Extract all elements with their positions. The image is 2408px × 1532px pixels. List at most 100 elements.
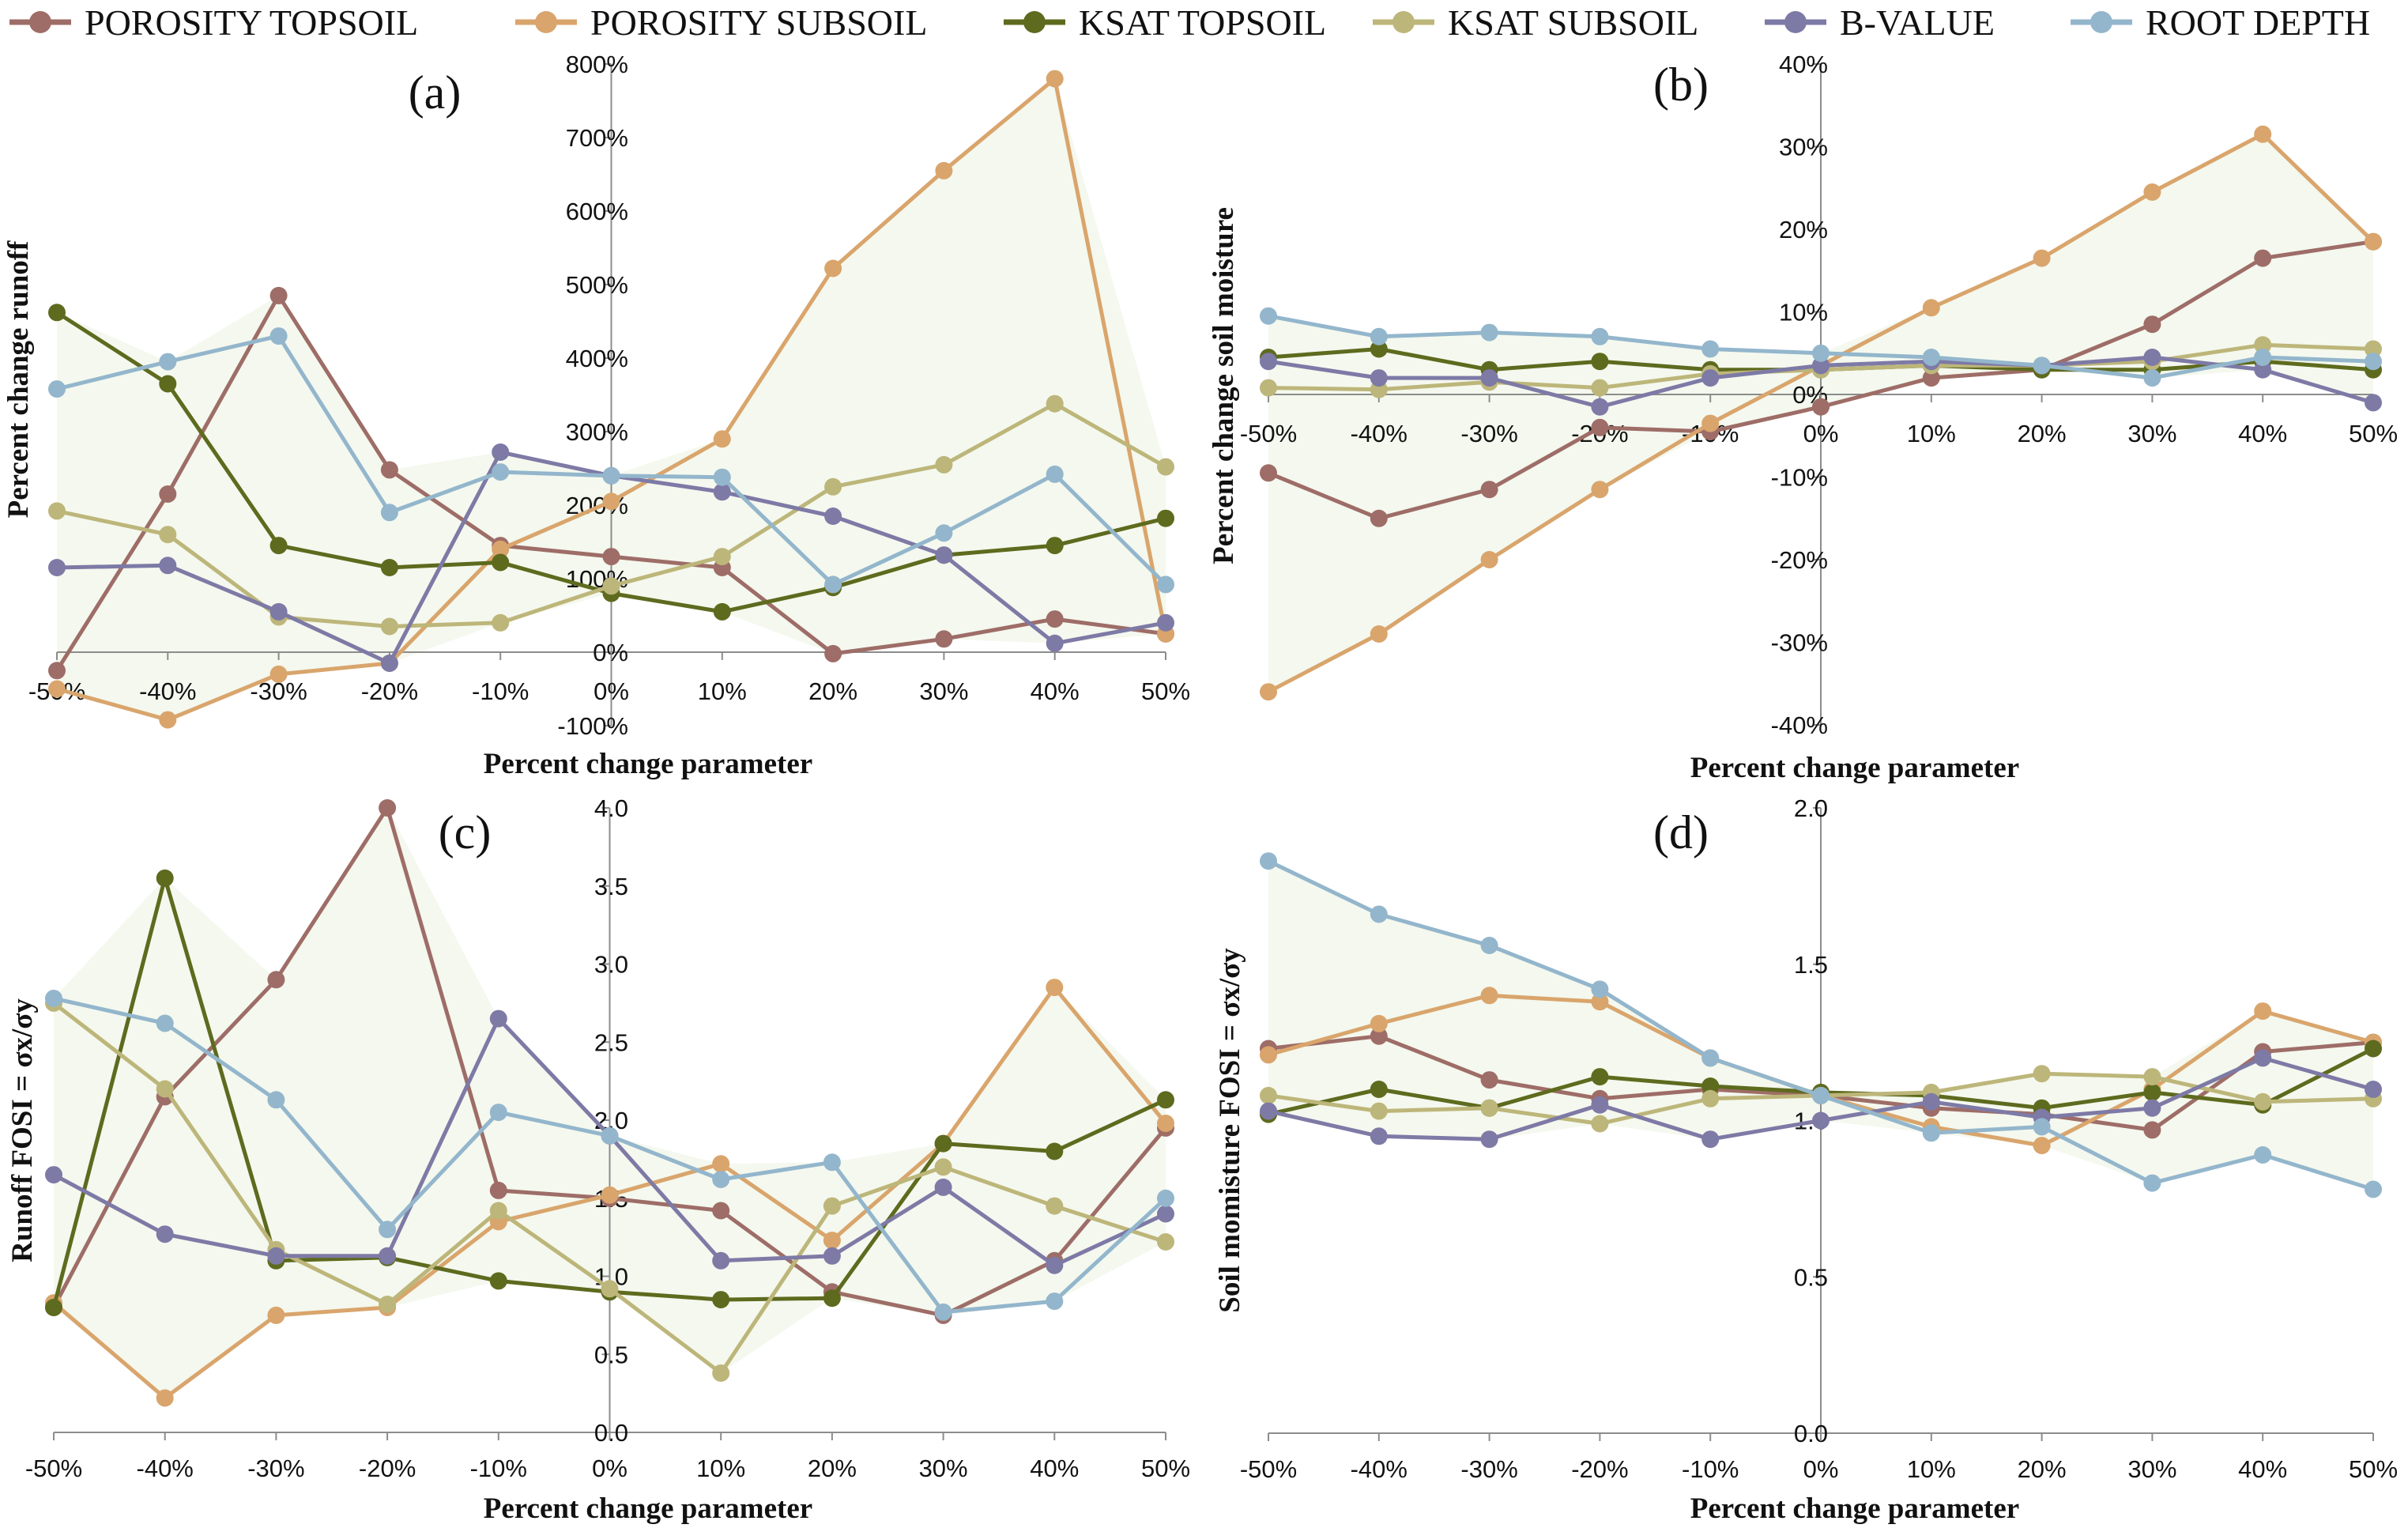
data-point [1701,1077,1720,1095]
data-point [1480,551,1498,568]
data-point [1370,1014,1388,1032]
data-point [1260,1046,1277,1064]
x-tick-label: 10% [698,677,747,705]
data-point [823,1153,841,1172]
data-point [1046,1197,1064,1215]
data-point [2143,1083,2161,1101]
data-point [159,375,177,393]
y-axis-label: Percent change runoff [2,240,35,518]
data-point [48,662,66,680]
data-point [489,1272,507,1290]
y-tick-label: 0.5 [1794,1263,1828,1291]
data-point [824,508,842,525]
data-point [492,540,510,558]
data-point [1480,369,1498,387]
x-tick-label: 50% [1141,1455,1190,1482]
data-point [1480,1099,1498,1117]
series-root_depth [45,990,1174,1321]
data-point [601,1280,619,1298]
x-tick-label: -20% [361,677,418,705]
data-point [48,559,66,576]
x-tick-label: 30% [919,677,968,705]
data-point [1370,340,1388,358]
y-tick-label: 0.5 [594,1341,628,1368]
data-point [2254,360,2272,379]
x-tick-label: -30% [1460,420,1517,447]
data-point [1701,369,1720,387]
data-point [1260,852,1277,870]
data-point [156,1389,174,1407]
data-point [156,1225,174,1243]
data-point [1591,993,1609,1011]
data-point [823,1197,841,1215]
data-point [824,575,842,594]
x-tick-label: -40% [139,677,196,705]
x-tick-label: 40% [1031,677,1080,705]
data-point [1922,1124,1940,1142]
data-point [2143,1174,2161,1192]
data-point [1370,1027,1388,1045]
x-tick-label: 40% [2238,420,2287,447]
data-point [269,665,288,683]
y-tick-label: 3.0 [594,951,628,979]
data-point [2143,315,2161,334]
data-point [1591,1068,1609,1086]
panel-b: (b) Percent change soil moisture Percent… [1208,51,2398,784]
x-tick-label: -40% [1351,420,1407,447]
data-point [1812,1086,1830,1104]
data-point [380,461,398,479]
x-tick-label: 50% [2349,420,2398,447]
data-point [935,630,953,648]
data-point [1480,1130,1498,1149]
legend-marker [2090,11,2112,33]
data-point [824,477,842,496]
data-point [2033,249,2051,267]
data-point [1922,1092,1940,1111]
data-point [1157,1115,1174,1132]
data-point [1260,464,1277,482]
data-point [156,1080,174,1098]
panel-label: (d) [1653,806,1709,858]
data-point [2033,1118,2051,1136]
data-point [1370,905,1388,923]
data-point [1370,1081,1388,1098]
data-point [156,869,174,887]
legend-marker [1392,11,1415,33]
data-point [935,524,953,542]
data-point [159,711,177,729]
x-tick-label: 0% [594,677,629,705]
y-tick-label: 30% [1779,134,1828,161]
data-point [1591,418,1609,436]
data-point [380,559,398,576]
legend-entry-b_value: B-VALUE [1765,2,1995,43]
data-point [48,380,66,398]
data-point [2365,1081,2382,1098]
data-point [1812,357,1830,375]
data-point [2143,369,2161,387]
data-point [1046,465,1064,483]
series-root_depth [48,327,1174,594]
data-point [712,1364,730,1382]
data-point [159,353,177,371]
data-point [1922,349,1940,366]
data-point [379,1221,397,1239]
data-point [2254,1092,2272,1111]
legend: POROSITY TOPSOIL POROSITY SUBSOIL KSAT TOP… [9,2,2370,43]
data-point [492,463,510,481]
data-point [380,617,398,636]
data-point [45,1166,62,1184]
x-tick-label: 50% [2349,1455,2398,1483]
data-point [1157,1205,1174,1223]
x-tick-label: -30% [1460,1455,1517,1483]
legend-label: POROSITY SUBSOIL [590,2,927,43]
x-tick-label: 50% [1141,677,1190,705]
x-tick-label: 10% [696,1455,745,1482]
x-tick-label: -40% [1351,1455,1407,1483]
data-point [48,502,66,520]
data-point [935,455,953,474]
data-point [2365,1040,2382,1058]
data-point [713,548,731,566]
data-point [935,161,953,179]
data-point [1591,327,1609,345]
data-point [1480,481,1498,499]
